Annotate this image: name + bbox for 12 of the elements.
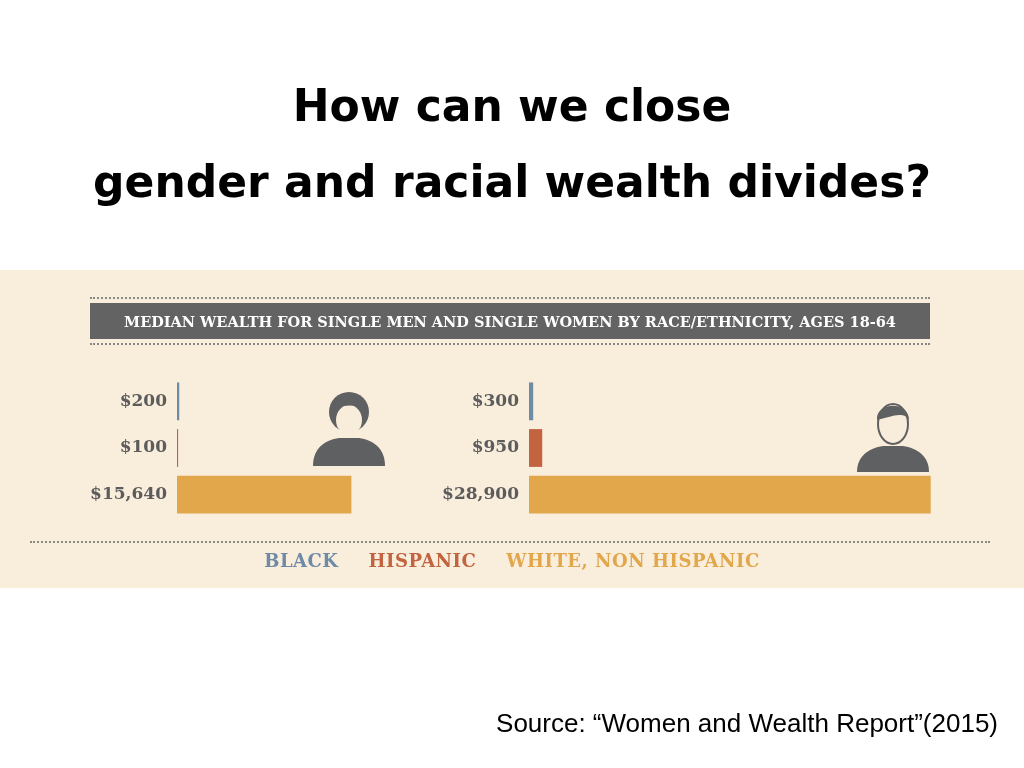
text: How can we close gender and racial wealth divides? <box>92 79 932 209</box>
text: WHITE, NON HISPANIC <box>506 550 760 571</box>
data-label: $15,640 <box>90 483 168 504</box>
text: MEDIAN WEALTH FOR SINGLE MEN AND SINGLE WOMEN BY RACE/ETHNICITY, AGES 18-64 <box>90 303 930 339</box>
data-label: $200 <box>119 389 168 410</box>
source-note: Source: “Women and Wealth Report”(2015) <box>496 708 998 739</box>
data-label: $28,900 <box>442 483 520 504</box>
text: HISPANIC <box>368 550 477 571</box>
data-label: $100 <box>119 436 168 457</box>
text: BLACK <box>264 550 339 571</box>
data-label: $300 <box>471 389 520 410</box>
data-label: $950 <box>471 436 520 457</box>
